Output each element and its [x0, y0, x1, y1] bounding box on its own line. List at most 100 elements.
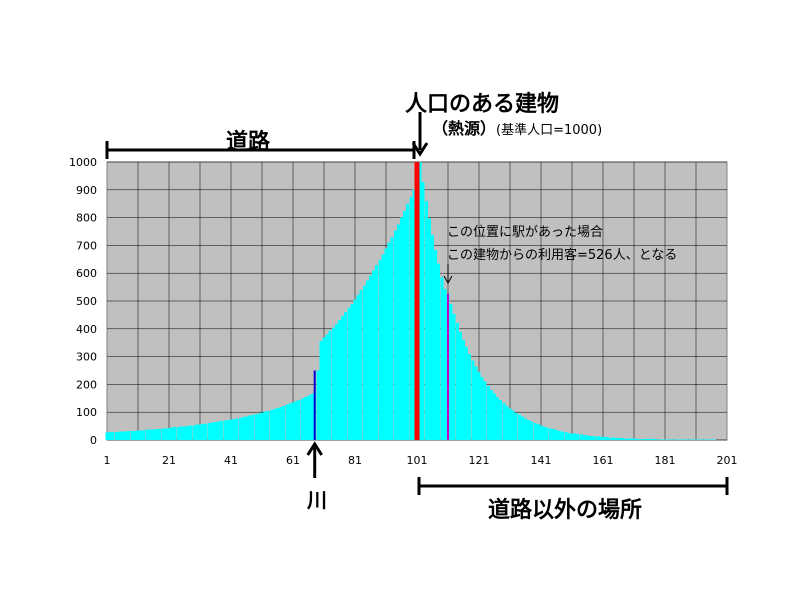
bar — [176, 426, 180, 440]
annotation-arrows — [105, 112, 729, 495]
bar — [536, 424, 540, 440]
y-tick-label: 300 — [76, 351, 97, 364]
x-tick-label: 81 — [348, 454, 362, 467]
bar — [344, 312, 348, 440]
bar — [189, 425, 193, 440]
bar — [353, 299, 357, 440]
bar — [666, 439, 670, 440]
x-tick-label: 161 — [593, 454, 614, 467]
bar — [381, 254, 385, 440]
bar — [576, 434, 580, 440]
bar — [297, 399, 301, 440]
bar — [595, 436, 599, 440]
bar — [300, 398, 304, 440]
bar — [629, 438, 633, 440]
bar — [145, 429, 149, 440]
bar — [613, 437, 617, 440]
bar — [558, 430, 562, 440]
bar — [139, 430, 143, 440]
bar — [607, 437, 611, 440]
bar — [365, 280, 369, 440]
bar — [554, 429, 559, 440]
bar — [452, 313, 456, 440]
bar — [406, 203, 410, 440]
annotation-line-1: この位置に駅があった場合 — [447, 225, 604, 240]
bar — [539, 425, 543, 440]
bar — [328, 330, 332, 440]
bar — [601, 436, 605, 440]
bar — [424, 200, 428, 440]
bar — [496, 396, 500, 440]
bar — [486, 385, 490, 440]
bar — [375, 265, 379, 440]
bar — [468, 354, 472, 440]
bar — [372, 270, 376, 440]
bars — [105, 162, 717, 441]
bar — [124, 431, 128, 440]
bar — [316, 370, 320, 440]
y-tick-label: 900 — [76, 184, 97, 197]
bar — [291, 402, 295, 440]
bar — [161, 428, 165, 440]
x-tick-label: 41 — [224, 454, 238, 467]
bar — [523, 418, 528, 440]
bar — [399, 217, 404, 440]
marker-lines — [313, 162, 449, 440]
bar — [279, 406, 283, 440]
bar — [263, 411, 267, 440]
bar — [657, 439, 661, 440]
x-tick-label: 181 — [655, 454, 676, 467]
non-road-region-label: 道路以外の場所 — [488, 498, 643, 523]
bar — [378, 259, 382, 440]
bar — [350, 303, 354, 440]
bar — [390, 236, 394, 440]
bar — [155, 429, 159, 440]
bar — [114, 431, 118, 440]
bar — [195, 424, 199, 440]
bar — [210, 422, 214, 440]
bar — [585, 435, 590, 440]
bar — [421, 182, 425, 441]
bar — [303, 397, 307, 440]
bar — [623, 438, 627, 440]
bar — [226, 419, 230, 440]
bar — [248, 415, 252, 440]
bar — [151, 429, 156, 440]
bar — [517, 414, 521, 440]
y-tick-label: 400 — [76, 323, 97, 336]
bar — [434, 249, 438, 440]
bar — [127, 431, 131, 440]
bar — [508, 408, 512, 440]
bar — [334, 323, 338, 440]
bar — [198, 424, 202, 440]
bar — [192, 425, 196, 440]
bar — [368, 275, 373, 440]
bar — [179, 426, 183, 440]
bar — [244, 416, 249, 440]
x-tick-label: 201 — [717, 454, 738, 467]
bar — [638, 438, 642, 440]
bar — [294, 401, 298, 440]
bar — [384, 248, 388, 440]
bar — [530, 421, 534, 440]
bar — [213, 422, 218, 440]
bar — [319, 341, 323, 440]
bar — [341, 316, 345, 440]
bar — [356, 294, 360, 440]
bar — [260, 412, 264, 440]
bar — [136, 430, 140, 440]
bar — [641, 438, 645, 440]
bar — [254, 414, 258, 440]
bar — [449, 303, 453, 440]
bar — [204, 423, 208, 440]
bar — [663, 439, 667, 440]
bar — [651, 439, 655, 440]
bar — [322, 337, 326, 440]
bar — [461, 339, 466, 440]
bar — [499, 400, 503, 440]
bar — [393, 230, 397, 440]
bar — [573, 433, 577, 440]
bar — [579, 434, 583, 440]
bar — [604, 437, 608, 440]
